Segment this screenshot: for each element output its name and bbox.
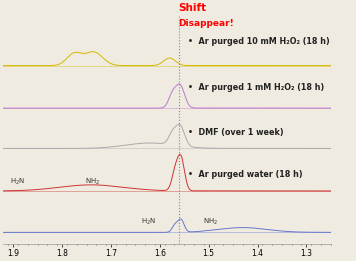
Text: $\rm H_2N$: $\rm H_2N$ — [10, 176, 25, 187]
Text: •  Ar purged 1 mM H₂O₂ (18 h): • Ar purged 1 mM H₂O₂ (18 h) — [188, 83, 325, 92]
Text: Disappear!: Disappear! — [178, 19, 234, 28]
Text: $\rm NH_2$: $\rm NH_2$ — [203, 216, 218, 227]
Text: •  Ar purged water (18 h): • Ar purged water (18 h) — [188, 170, 303, 179]
Text: •  DMF (over 1 week): • DMF (over 1 week) — [188, 128, 284, 137]
Text: Shift: Shift — [178, 3, 206, 13]
Text: •  Ar purged 10 mM H₂O₂ (18 h): • Ar purged 10 mM H₂O₂ (18 h) — [188, 37, 330, 46]
Text: $\rm NH_2$: $\rm NH_2$ — [85, 176, 100, 187]
Text: $\rm H_2N$: $\rm H_2N$ — [141, 216, 156, 227]
